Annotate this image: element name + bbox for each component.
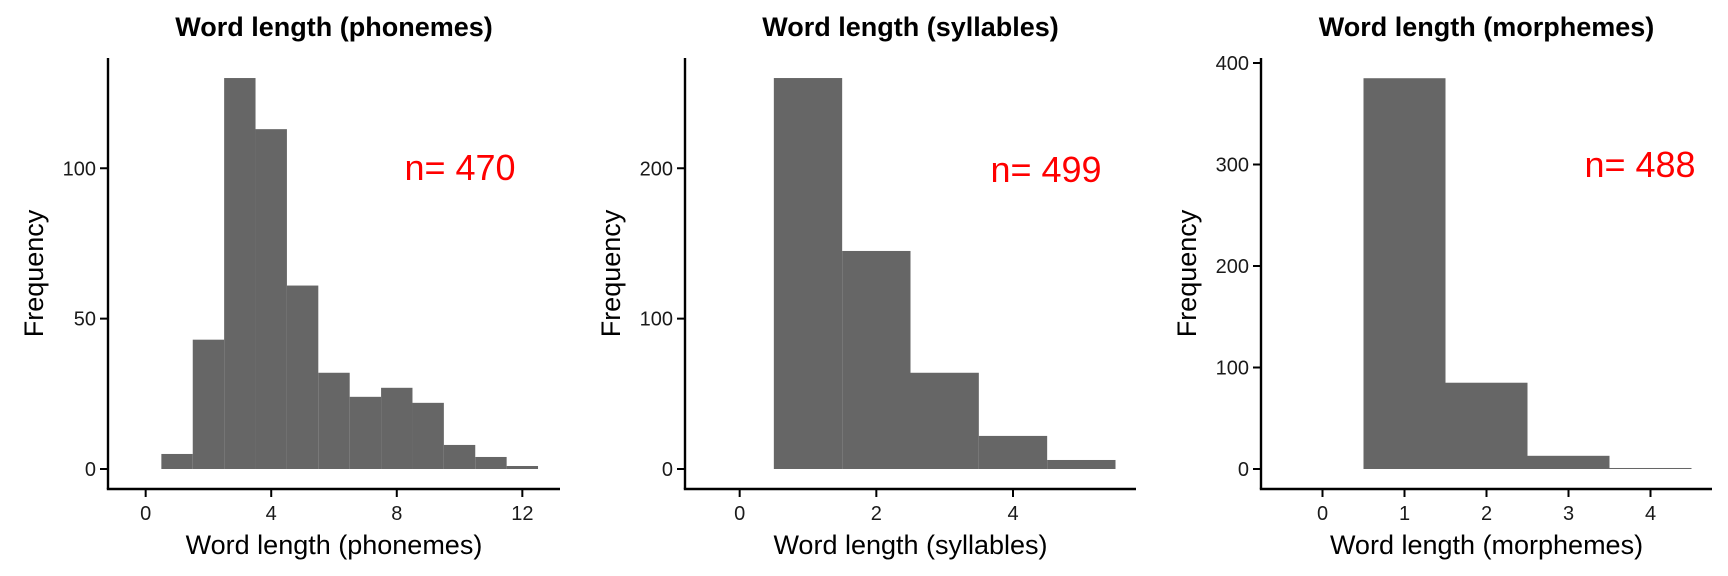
x-tick-label: 2: [1481, 503, 1492, 525]
y-tick-label: 100: [640, 309, 673, 331]
x-axis-title: Word length (phonemes): [186, 530, 483, 560]
x-tick-label: 0: [140, 503, 151, 525]
y-axis-title: Frequency: [596, 209, 626, 337]
x-axis-title: Word length (morphemes): [1330, 530, 1643, 560]
histogram-bar: [286, 285, 319, 469]
y-tick-label: 0: [85, 459, 96, 481]
histogram-bar: [1363, 78, 1446, 469]
sample-size-annotation: n= 488: [1584, 144, 1695, 185]
x-tick-label: 1: [1399, 503, 1410, 525]
chart-panel-2: Word length (syllables) 0 100 200 0 2 4 Word le…: [596, 12, 1136, 560]
histogram-bar: [381, 387, 413, 469]
x-tick-label: 3: [1563, 503, 1574, 525]
y-tick-label: 200: [640, 158, 673, 180]
histogram-bar: [443, 444, 476, 469]
sample-size-annotation: n= 470: [404, 147, 515, 188]
y-tick-label: 100: [63, 158, 96, 180]
histogram-bar: [773, 78, 843, 469]
y-tick-label: 200: [1216, 256, 1249, 278]
x-tick-label: 2: [871, 503, 882, 525]
histogram-bar: [412, 402, 444, 469]
histogram-bar: [842, 250, 911, 469]
histogram-bar: [1445, 382, 1528, 469]
x-tick-label: 12: [511, 503, 533, 525]
histogram-bar: [318, 372, 350, 469]
y-axis-title: Frequency: [1172, 209, 1202, 337]
y-tick-label: 400: [1216, 53, 1249, 75]
histogram-bar: [506, 465, 539, 469]
histogram-bar: [475, 456, 507, 469]
chart-title: Word length (morphemes): [1319, 12, 1655, 42]
y-tick-label: 0: [662, 459, 673, 481]
y-tick-label: 0: [1238, 459, 1249, 481]
histogram-bar: [255, 129, 287, 469]
x-tick-label: 4: [266, 503, 277, 525]
x-axis-title: Word length (syllables): [773, 530, 1047, 560]
histogram-bar: [910, 372, 979, 469]
chart-title: Word length (phonemes): [175, 12, 493, 42]
chart-title: Word length (syllables): [762, 12, 1059, 42]
histogram-bar: [978, 435, 1048, 469]
histogram-bar: [1609, 467, 1692, 469]
x-tick-label: 0: [1317, 503, 1328, 525]
x-tick-label: 8: [391, 503, 402, 525]
chart-panel-1: Word length (phonemes) 0 50 100 0 4 8 12 Word le…: [19, 12, 560, 560]
y-tick-label: 50: [74, 309, 96, 331]
sample-size-annotation: n= 499: [990, 149, 1101, 190]
histogram-bar: [1527, 455, 1610, 469]
x-tick-label: 0: [734, 503, 745, 525]
histogram-bar: [161, 453, 193, 469]
y-axis-title: Frequency: [19, 209, 49, 337]
histogram-bar: [192, 339, 225, 469]
histogram-bar: [349, 396, 382, 469]
y-tick-label: 300: [1216, 155, 1249, 177]
histogram-bar: [1047, 459, 1116, 469]
x-tick-label: 4: [1007, 503, 1018, 525]
y-tick-label: 100: [1216, 358, 1249, 380]
x-tick-label: 4: [1645, 503, 1656, 525]
histogram-bar: [224, 78, 256, 469]
